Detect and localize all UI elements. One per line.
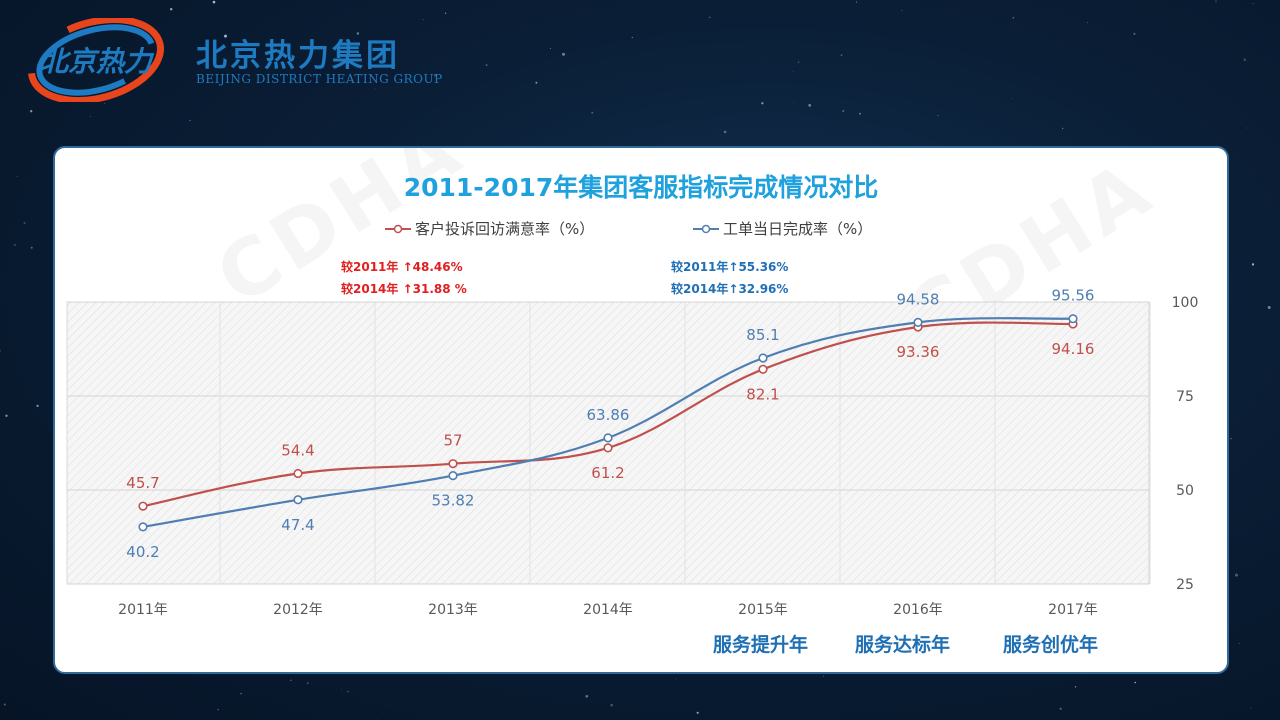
legend-label-satisfaction: 客户投诉回访满意率（%） bbox=[415, 220, 595, 238]
data-point bbox=[448, 459, 458, 469]
legend-item-completion: 工单当日完成率（%） bbox=[693, 218, 872, 239]
data-label: 53.82 bbox=[432, 492, 475, 510]
data-label: 94.16 bbox=[1052, 340, 1095, 358]
annotation-red-vs-2014: 较2014年 ↑31.88 % bbox=[341, 282, 467, 296]
chart-panel: CDHA CDHA CDHA 2011-2017年集团客服指标完成情况对比 客户… bbox=[53, 146, 1229, 674]
chart-legend: 客户投诉回访满意率（%） 工单当日完成率（%） bbox=[55, 218, 1227, 238]
data-point bbox=[758, 364, 768, 374]
legend-marker-satisfaction bbox=[385, 224, 411, 233]
y-tick-label: 100 bbox=[1172, 295, 1199, 311]
x-tick-label: 2015年 bbox=[738, 602, 788, 618]
milestone-2016: 服务达标年 bbox=[855, 634, 951, 656]
data-point bbox=[138, 501, 148, 511]
data-label: 45.7 bbox=[126, 474, 159, 492]
y-tick-label: 50 bbox=[1176, 483, 1194, 499]
data-label: 85.1 bbox=[746, 326, 779, 344]
annotation-blue-vs-2011: 较2011年↑55.36% bbox=[671, 260, 789, 274]
data-label: 93.36 bbox=[897, 343, 940, 361]
brand-badge-text: 北京热力 bbox=[40, 45, 155, 78]
annotation-blue-vs-2014: 较2014年↑32.96% bbox=[671, 282, 789, 296]
data-point bbox=[603, 443, 613, 453]
brand-name-cn: 北京热力集团 bbox=[196, 38, 400, 74]
legend-label-completion: 工单当日完成率（%） bbox=[723, 220, 873, 238]
data-label: 54.4 bbox=[281, 441, 314, 459]
data-point bbox=[293, 495, 303, 505]
line-chart: 45.7 54.4 57 61.2 82.1 93.36 94.16 40.2 47.4 53.8… bbox=[66, 287, 1199, 618]
x-tick-label: 2016年 bbox=[893, 602, 943, 618]
x-tick-label: 2011年 bbox=[118, 602, 168, 618]
data-label: 63.86 bbox=[587, 406, 630, 424]
data-label: 47.4 bbox=[281, 516, 314, 534]
y-tick-label: 25 bbox=[1176, 577, 1194, 593]
data-point bbox=[448, 471, 458, 481]
chart-title: 2011-2017年集团客服指标完成情况对比 bbox=[403, 173, 879, 202]
data-point bbox=[293, 468, 303, 479]
data-label: 94.58 bbox=[897, 290, 940, 308]
y-tick-label: 75 bbox=[1176, 389, 1194, 405]
data-label: 82.1 bbox=[746, 385, 779, 403]
data-label: 61.2 bbox=[591, 464, 624, 482]
annotation-red-vs-2011: 较2011年 ↑48.46% bbox=[341, 260, 463, 274]
brand-logo-badge: 北京热力 bbox=[27, 18, 165, 102]
data-point bbox=[138, 522, 148, 532]
brand-name-en: BEIJING DISTRICT HEATING GROUP bbox=[196, 72, 443, 86]
legend-marker-completion bbox=[693, 224, 719, 233]
x-tick-label: 2013年 bbox=[428, 602, 478, 618]
plot-area bbox=[66, 301, 1150, 585]
x-tick-label: 2012年 bbox=[273, 602, 323, 618]
data-point bbox=[603, 433, 613, 443]
data-point bbox=[913, 317, 923, 327]
legend-item-satisfaction: 客户投诉回访满意率（%） bbox=[385, 218, 594, 239]
milestone-2015: 服务提升年 bbox=[713, 634, 809, 656]
x-tick-label: 2017年 bbox=[1048, 602, 1098, 618]
x-tick-label: 2014年 bbox=[583, 602, 633, 618]
data-label: 57 bbox=[443, 432, 462, 450]
data-label: 40.2 bbox=[126, 543, 159, 561]
data-point bbox=[1068, 314, 1078, 324]
data-label: 95.56 bbox=[1052, 287, 1095, 305]
data-point bbox=[758, 353, 768, 363]
milestone-2017: 服务创优年 bbox=[1003, 634, 1099, 656]
